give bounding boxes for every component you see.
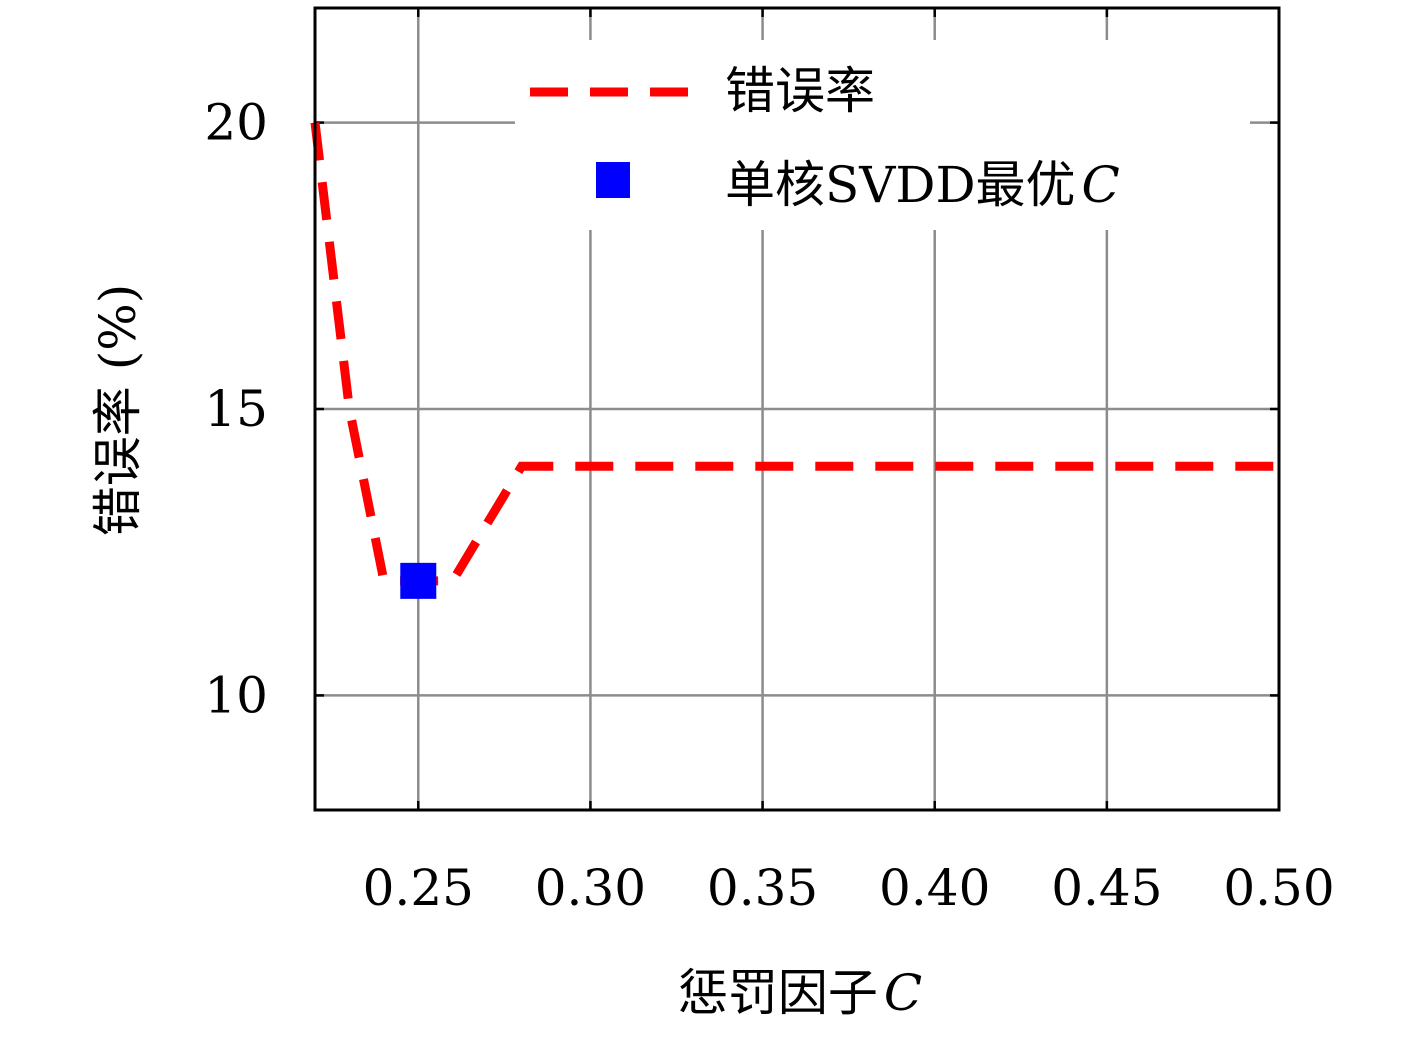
legend-label-optimal-text: 单核SVDD最优 (725, 156, 1076, 214)
x-axis-title-text: 惩罚因子 (678, 964, 878, 1022)
legend-label-optimal-c: 单核SVDD最优 C (725, 156, 1120, 214)
x-tick-label: 0.35 (707, 859, 818, 917)
x-axis-title: 惩罚因子 C (678, 964, 922, 1022)
x-tick-label: 0.30 (535, 859, 646, 917)
marker-layer (400, 562, 437, 599)
legend: 错误率 单核SVDD最优 C (515, 40, 1250, 230)
x-tick-label: 0.50 (1223, 859, 1334, 917)
y-tick-labels: 10 15 20 (204, 94, 268, 725)
y-tick-label: 15 (204, 380, 268, 438)
y-axis-title: 错误率 (%) (89, 284, 147, 536)
legend-background (515, 40, 1250, 230)
x-tick-labels: 0.25 0.30 0.35 0.40 0.45 0.50 (363, 859, 1335, 917)
series-layer (310, 122, 1279, 586)
x-tick-label: 0.25 (363, 859, 474, 917)
legend-label-error-rate: 错误率 (725, 62, 875, 120)
x-tick-label: 0.45 (1051, 859, 1162, 917)
y-tick-label: 10 (204, 666, 268, 724)
x-axis-title-var: C (884, 964, 922, 1022)
y-tick-label: 20 (204, 94, 268, 152)
x-tick-label: 0.40 (879, 859, 990, 917)
series-line-error-rate (310, 122, 1279, 586)
marker-optimal-c (400, 562, 437, 599)
legend-label-optimal-var: C (1082, 156, 1120, 214)
plot-frame (313, 6, 1281, 812)
legend-marker-swatch (596, 162, 630, 198)
